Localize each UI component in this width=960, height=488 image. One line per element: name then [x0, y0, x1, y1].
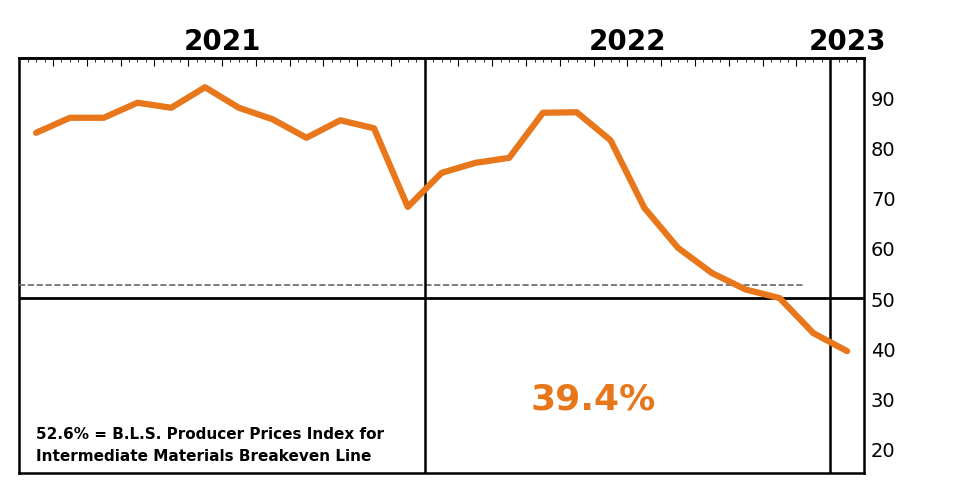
Text: Intermediate Materials Breakeven Line: Intermediate Materials Breakeven Line [36, 448, 372, 463]
Text: 2022: 2022 [588, 28, 666, 56]
Text: 2023: 2023 [808, 28, 886, 56]
Text: 52.6% = B.L.S. Producer Prices Index for: 52.6% = B.L.S. Producer Prices Index for [36, 426, 384, 441]
Text: 2021: 2021 [183, 28, 260, 56]
Text: 39.4%: 39.4% [531, 382, 657, 415]
